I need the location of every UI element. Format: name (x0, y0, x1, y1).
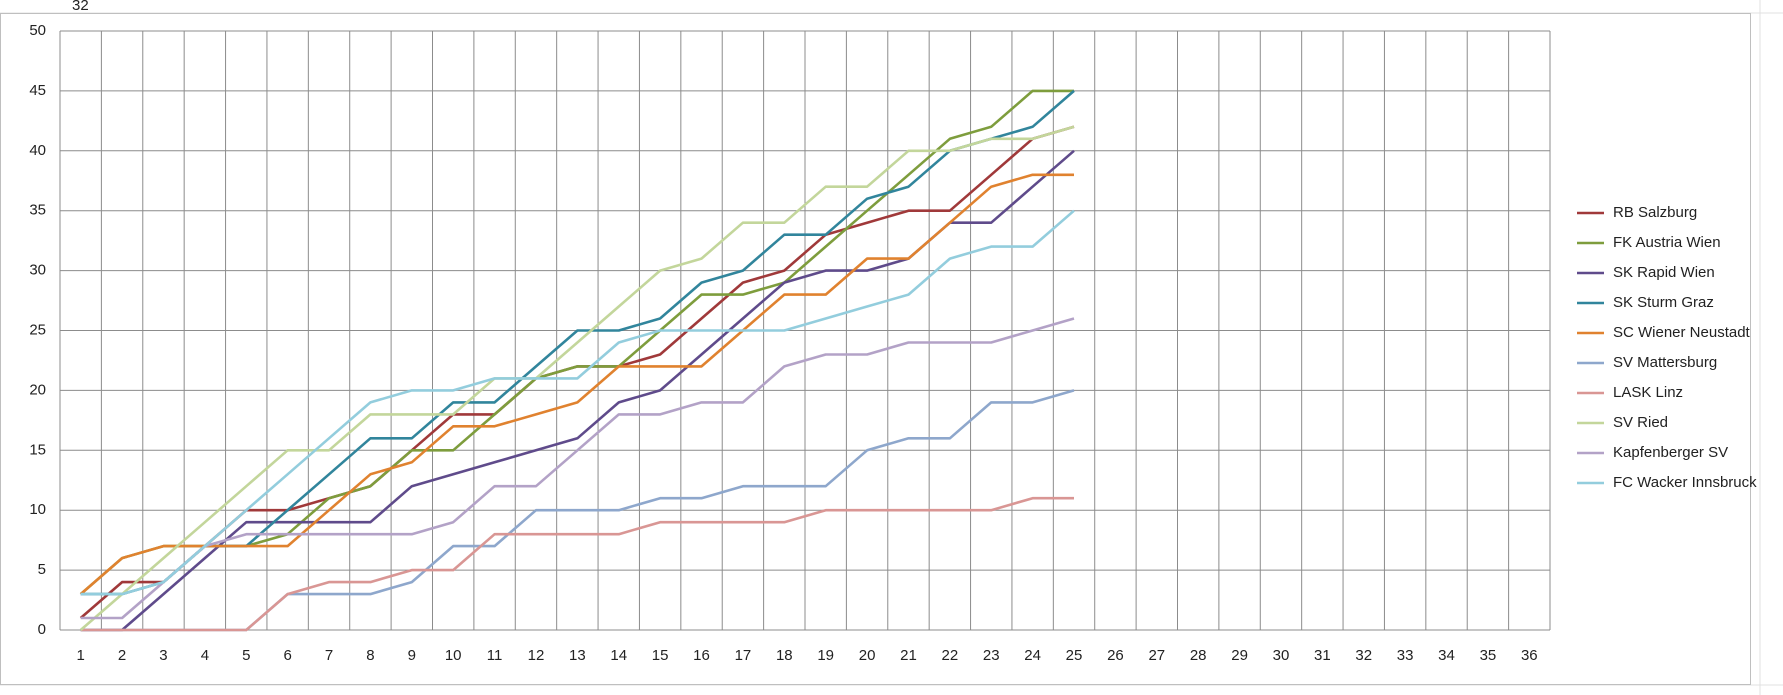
legend-label: SK Sturm Graz (1613, 294, 1714, 311)
x-tick-label: 1 (77, 647, 85, 664)
legend-label: Kapfenberger SV (1613, 444, 1728, 461)
x-tick-label: 25 (1066, 647, 1083, 664)
x-tick-label: 30 (1273, 647, 1290, 664)
x-tick-label: 12 (528, 647, 545, 664)
y-tick-label: 0 (38, 621, 46, 638)
legend-label: RB Salzburg (1613, 204, 1697, 221)
chart-area (0, 13, 1751, 685)
y-tick-label: 5 (38, 561, 46, 578)
x-tick-label: 4 (201, 647, 209, 664)
legend-label: LASK Linz (1613, 384, 1683, 401)
x-tick-label: 6 (283, 647, 291, 664)
x-tick-label: 15 (652, 647, 669, 664)
x-tick-label: 14 (610, 647, 627, 664)
series-line (80, 209, 1075, 596)
x-tick-label: 11 (487, 647, 503, 664)
x-tick-label: 21 (900, 647, 917, 664)
y-tick-label: 10 (29, 501, 46, 518)
series-line (79, 125, 1075, 619)
x-tick-label: 19 (817, 647, 834, 664)
x-tick-label: 7 (325, 647, 333, 664)
x-tick-label: 34 (1438, 647, 1455, 664)
x-tick-label: 18 (776, 647, 793, 664)
x-tick-label: 32 (1355, 647, 1372, 664)
x-tick-label: 9 (408, 647, 416, 664)
x-tick-label: 36 (1521, 647, 1538, 664)
y-tick-label: 30 (29, 262, 46, 279)
x-tick-label: 16 (693, 647, 710, 664)
legend-label: SK Rapid Wien (1613, 264, 1715, 281)
series-line (79, 173, 1074, 596)
legend-label: FK Austria Wien (1613, 234, 1721, 251)
legend-label: FC Wacker Innsbruck (1613, 474, 1757, 491)
x-tick-label: 13 (569, 647, 586, 664)
y-tick-label: 45 (29, 82, 46, 99)
y-tick-label: 50 (29, 22, 46, 39)
x-tick-label: 20 (859, 647, 876, 664)
x-tick-label: 26 (1107, 647, 1124, 664)
legend-label: SV Ried (1613, 414, 1668, 431)
y-tick-label: 35 (29, 202, 46, 219)
x-tick-label: 28 (1190, 647, 1207, 664)
x-tick-label: 35 (1480, 647, 1497, 664)
annotation: 32 (72, 0, 89, 14)
x-tick-label: 2 (118, 647, 126, 664)
y-tick-label: 15 (29, 441, 46, 458)
y-tick-label: 25 (29, 321, 46, 338)
legend-label: SV Mattersburg (1613, 354, 1717, 371)
x-tick-label: 23 (983, 647, 1000, 664)
x-tick-label: 8 (366, 647, 374, 664)
y-tick-label: 20 (29, 381, 46, 398)
x-tick-label: 22 (942, 647, 959, 664)
x-tick-label: 24 (1024, 647, 1041, 664)
x-tick-label: 33 (1397, 647, 1414, 664)
x-tick-label: 31 (1314, 647, 1331, 664)
legend-label: SC Wiener Neustadt (1613, 324, 1751, 341)
y-tick-label: 40 (29, 142, 46, 159)
x-tick-label: 29 (1231, 647, 1248, 664)
series-line (80, 317, 1075, 620)
x-tick-label: 5 (242, 647, 250, 664)
x-tick-label: 27 (1148, 647, 1165, 664)
x-tick-label: 10 (445, 647, 462, 664)
series-line (80, 496, 1074, 632)
x-tick-label: 3 (159, 647, 167, 664)
x-tick-label: 17 (735, 647, 752, 664)
series-line (79, 125, 1075, 631)
